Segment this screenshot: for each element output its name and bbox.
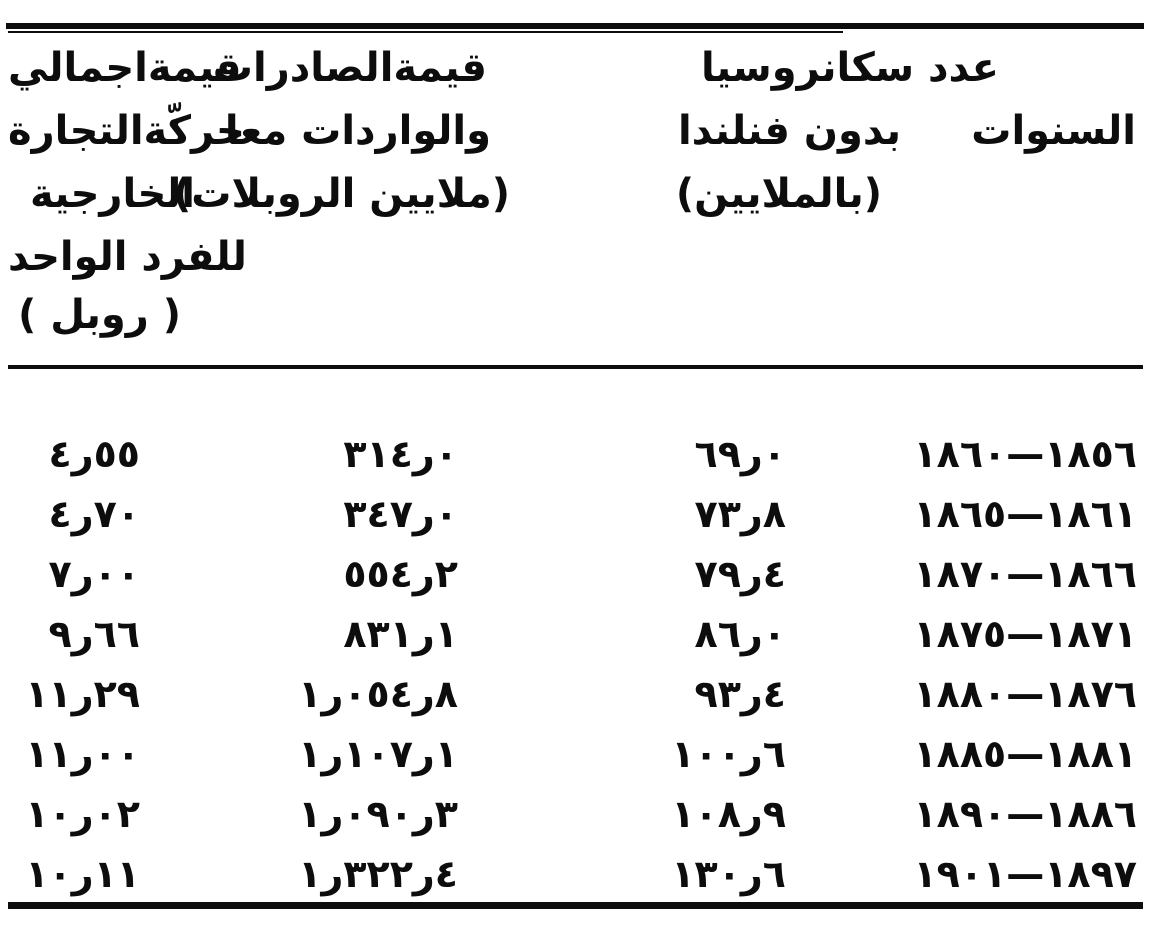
header-per-capita-line4: للفرد الواحد — [8, 234, 247, 280]
population-cell: ١٣٠ر٦ — [671, 852, 786, 896]
population-cell: ٩٣ر٤ — [694, 672, 786, 716]
population-cell: ٧٩ر٤ — [694, 552, 786, 596]
years-cell: ١٨٨٠—١٨٧٦ — [913, 672, 1137, 716]
years-cell: ١٩٠١—١٨٩٧ — [913, 852, 1137, 896]
top-rule-second-stroke — [8, 31, 843, 33]
header-trade-line2: والواردات معا — [224, 108, 491, 154]
years-cell: ١٨٨٥—١٨٨١ — [913, 732, 1137, 776]
trade-cell: ٥٥٤ر٢ — [343, 552, 458, 596]
population-cell: ٦٩ر٠ — [694, 432, 786, 476]
population-cell: ١٠٨ر٩ — [671, 792, 786, 836]
trade-cell: ١ر٠٩٠ر٣ — [298, 792, 458, 836]
header-years: السنوات — [971, 108, 1136, 154]
per-capita-cell: ٧ر٠٠ — [48, 552, 140, 596]
bottom-rule — [8, 902, 1143, 909]
header-divider-rule — [8, 365, 1143, 369]
header-population-line1: عدد سكانروسيا — [701, 45, 999, 91]
trade-cell: ١ر٣٢٢ر٤ — [298, 852, 458, 896]
years-cell: ١٨٧٠—١٨٦٦ — [913, 552, 1137, 596]
population-cell: ١٠٠ر٦ — [671, 732, 786, 776]
header-per-capita-line3: الخارجية — [30, 171, 196, 217]
per-capita-cell: ٤ر٧٠ — [48, 492, 140, 536]
years-cell: ١٨٦٠—١٨٥٦ — [913, 432, 1137, 476]
per-capita-cell: ١١ر٢٩ — [25, 672, 140, 716]
header-per-capita-line1: قيمةاجمالي — [8, 45, 242, 91]
per-capita-cell: ١٠ر٠٢ — [25, 792, 140, 836]
header-trade-unit: (ملايين الروبلات) — [172, 171, 510, 217]
per-capita-cell: ١١ر٠٠ — [25, 732, 140, 776]
population-cell: ٨٦ر٠ — [694, 612, 786, 656]
trade-cell: ٣١٤ر٠ — [343, 432, 458, 476]
trade-cell: ١ر١٠٧ر١ — [298, 732, 458, 776]
header-population-line2: بدون فنلندا — [677, 108, 901, 154]
years-cell: ١٨٩٠—١٨٨٦ — [913, 792, 1137, 836]
per-capita-cell: ٩ر٦٦ — [48, 612, 140, 656]
per-capita-cell: ٤ر٥٥ — [48, 432, 140, 476]
population-cell: ٧٣ر٨ — [694, 492, 786, 536]
top-rule — [6, 23, 1144, 29]
trade-cell: ١ر٠٥٤ر٨ — [298, 672, 458, 716]
trade-cell: ٣٤٧ر٠ — [343, 492, 458, 536]
per-capita-cell: ١٠ر١١ — [25, 852, 140, 896]
header-trade-line1: قيمةالصادرات — [212, 45, 487, 91]
years-cell: ١٨٦٥—١٨٦١ — [913, 492, 1137, 536]
years-cell: ١٨٧٥—١٨٧١ — [913, 612, 1137, 656]
header-per-capita-line2: حركّةالتجارة — [8, 108, 245, 154]
trade-cell: ٨٣١ر١ — [343, 612, 458, 656]
header-per-capita-unit: ( روبل ) — [18, 292, 182, 338]
header-population-unit: (بالملايين) — [675, 171, 882, 217]
